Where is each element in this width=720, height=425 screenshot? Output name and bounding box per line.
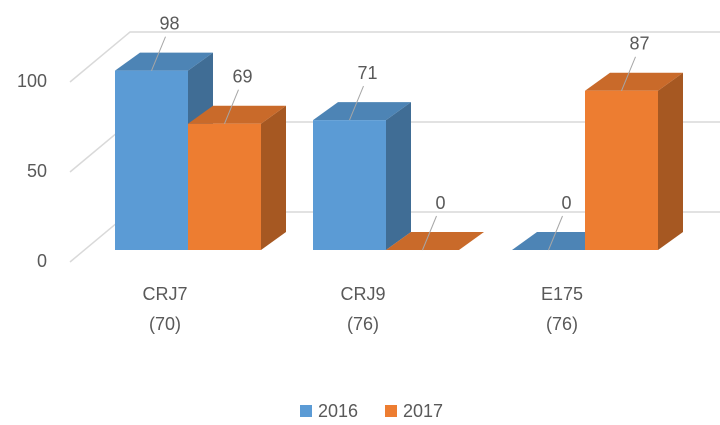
- leader-line: [548, 215, 563, 251]
- bar-face: [386, 102, 411, 250]
- bar-face: [115, 52, 213, 71]
- data-label: 0: [435, 193, 445, 213]
- bar-face: [115, 70, 188, 250]
- leader-line: [349, 85, 364, 121]
- bar-face: [585, 90, 658, 250]
- x-tick-label: CRJ7: [142, 284, 187, 304]
- bar-face: [261, 105, 286, 250]
- x-tick-label: (76): [347, 314, 379, 334]
- leader-line: [224, 89, 239, 124]
- bar-face: [313, 120, 386, 250]
- y-tick-label: 0: [37, 251, 47, 271]
- data-label: 98: [159, 13, 179, 33]
- x-tick-label: (70): [149, 314, 181, 334]
- y-tick-label: 50: [27, 161, 47, 181]
- bar: [188, 105, 286, 250]
- data-label: 69: [232, 66, 252, 86]
- legend-label: 2017: [403, 401, 443, 421]
- bar: [585, 72, 683, 250]
- leader-line: [151, 36, 166, 71]
- bar-face: [188, 123, 261, 250]
- bar: [313, 102, 411, 250]
- legend-swatch: [385, 405, 397, 417]
- legend-swatch: [300, 405, 312, 417]
- grid-line: [69, 31, 720, 83]
- x-tick-label: CRJ9: [340, 284, 385, 304]
- data-label: 0: [561, 193, 571, 213]
- bar-face: [313, 102, 411, 121]
- data-label: 87: [629, 34, 649, 54]
- legend-label: 2016: [318, 401, 358, 421]
- bar-face: [658, 72, 683, 250]
- y-tick-label: 100: [17, 71, 47, 91]
- leader-line: [422, 215, 437, 251]
- data-label: 71: [357, 63, 377, 83]
- bar-face: [386, 232, 484, 250]
- x-tick-label: E175: [541, 284, 583, 304]
- bar-face: [188, 105, 286, 124]
- x-tick-label: (76): [546, 314, 578, 334]
- bar-face: [585, 72, 683, 91]
- bar: [386, 232, 484, 250]
- leader-line: [621, 56, 636, 91]
